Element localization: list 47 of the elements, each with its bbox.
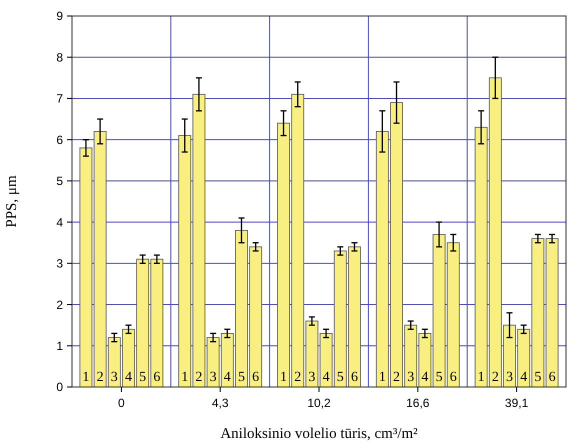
text: 1: [378, 370, 386, 385]
text: 4: [322, 370, 330, 385]
series-label: 5: [139, 370, 146, 385]
series-label: 1: [82, 370, 90, 385]
series-label: 3: [110, 370, 118, 385]
y-tick-label: 4: [56, 215, 64, 230]
text: 3: [506, 370, 514, 385]
text: 6: [450, 370, 457, 385]
text: 2: [294, 370, 302, 385]
text: 3: [407, 370, 414, 385]
text: 5: [336, 370, 344, 385]
text: 2: [195, 370, 202, 385]
text: 1: [478, 370, 485, 385]
x-axis-title: Aniloksinio volelio tūris, cm³/m²: [220, 426, 418, 442]
y-tick-label: 2: [56, 298, 64, 312]
y-tick-label: 5: [56, 174, 64, 188]
y-axis-title: PPS, μm: [4, 175, 20, 228]
text: 2: [393, 370, 400, 385]
text: 2: [492, 370, 499, 385]
text: 4: [520, 370, 528, 385]
text: 3: [210, 370, 217, 385]
text: 5: [534, 370, 542, 385]
y-tick-label: 1: [56, 338, 64, 353]
y-tick-label: 0: [56, 380, 64, 394]
text: 3: [308, 370, 316, 385]
text: 4: [224, 370, 231, 385]
x-tick-label: 4,3: [212, 396, 229, 410]
y-tick-label: 3: [56, 256, 64, 271]
text: 6: [252, 370, 260, 385]
series-label: 4: [124, 370, 132, 385]
text: 5: [436, 370, 443, 385]
y-tick-label: 8: [56, 50, 64, 64]
series-label: 2: [96, 370, 104, 385]
y-tick-label: 7: [56, 92, 64, 106]
text: 1: [181, 370, 188, 385]
x-tick-label: 16,6: [406, 396, 430, 410]
x-tick-label: 10,2: [307, 396, 331, 410]
y-tick-label: 6: [56, 132, 64, 147]
text: 6: [548, 370, 556, 385]
x-tick-label: 0: [118, 396, 126, 410]
text: 5: [238, 370, 245, 385]
x-tick-label: 39,1: [504, 396, 529, 410]
text: 4: [421, 370, 428, 385]
text: 1: [280, 370, 288, 385]
series-label: 6: [153, 370, 160, 385]
text: 6: [350, 370, 358, 385]
y-tick-label: 9: [56, 9, 64, 24]
